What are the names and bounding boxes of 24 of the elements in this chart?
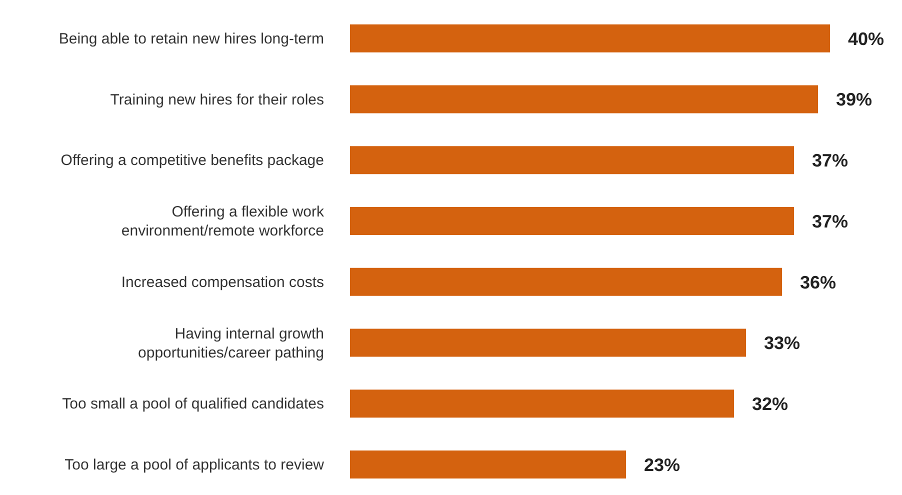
bar	[350, 207, 794, 236]
y-tick-label: Being able to retain new hires long-term	[58, 30, 324, 47]
data-label: 33%	[764, 333, 800, 354]
data-label: 37%	[812, 150, 848, 171]
y-tick-label: Training new hires for their roles	[110, 90, 324, 108]
bar	[350, 328, 746, 357]
y-tick-label: Offering a competitive benefits package	[60, 152, 324, 169]
bar	[350, 24, 830, 52]
bar	[350, 85, 818, 114]
bar	[350, 390, 734, 418]
data-label: 37%	[812, 211, 848, 232]
bar	[350, 146, 794, 174]
y-tick-label: Having internal growth opportunities/career pathing	[138, 324, 324, 361]
y-tick-label: Too large a pool of applicants to review	[64, 456, 324, 474]
y-tick-label: Offering a flexible work environment/remote workforce	[121, 203, 324, 240]
data-label: 32%	[752, 394, 788, 414]
bar	[350, 268, 782, 296]
bar	[350, 450, 626, 479]
data-label: 39%	[836, 90, 872, 110]
y-tick-label: Increased compensation costs	[121, 273, 324, 290]
data-label: 23%	[644, 454, 680, 475]
y-tick-label: Too small a pool of qualified candidates	[62, 395, 324, 412]
data-label: 36%	[800, 272, 836, 292]
data-label: 40%	[848, 28, 884, 49]
